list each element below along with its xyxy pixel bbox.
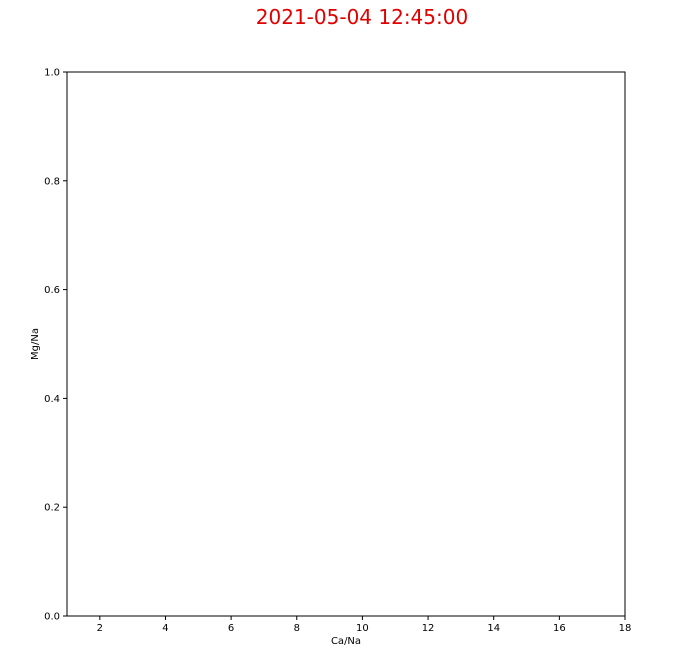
y-axis-label: Mg/Na — [30, 328, 41, 360]
x-tick-label: 8 — [294, 623, 300, 634]
plot-frame — [66, 71, 626, 617]
x-tick-label: 14 — [487, 623, 500, 634]
y-tick-label: 0.6 — [44, 285, 60, 296]
y-tick-label: 0.8 — [44, 176, 60, 187]
x-tick-label: 12 — [422, 623, 435, 634]
y-tick-label: 0.2 — [44, 503, 60, 514]
y-axis: 0.0 0.2 0.4 0.6 0.8 1.0 — [44, 68, 67, 623]
y-tick-label: 1.0 — [44, 68, 60, 79]
x-tick-label: 6 — [228, 623, 234, 634]
y-tick-label: 0.0 — [44, 612, 60, 623]
chart-title: 2021-05-04 12:45:00 — [256, 5, 468, 29]
x-tick-label: 4 — [162, 623, 168, 634]
x-tick-label: 2 — [97, 623, 103, 634]
x-axis-label: Ca/Na — [331, 636, 361, 647]
y-tick-label: 0.4 — [44, 394, 60, 405]
x-tick-label: 16 — [553, 623, 566, 634]
x-tick-label: 10 — [356, 623, 369, 634]
x-tick-label: 18 — [619, 623, 632, 634]
x-axis: 2 4 6 8 10 12 14 16 18 — [97, 616, 632, 634]
